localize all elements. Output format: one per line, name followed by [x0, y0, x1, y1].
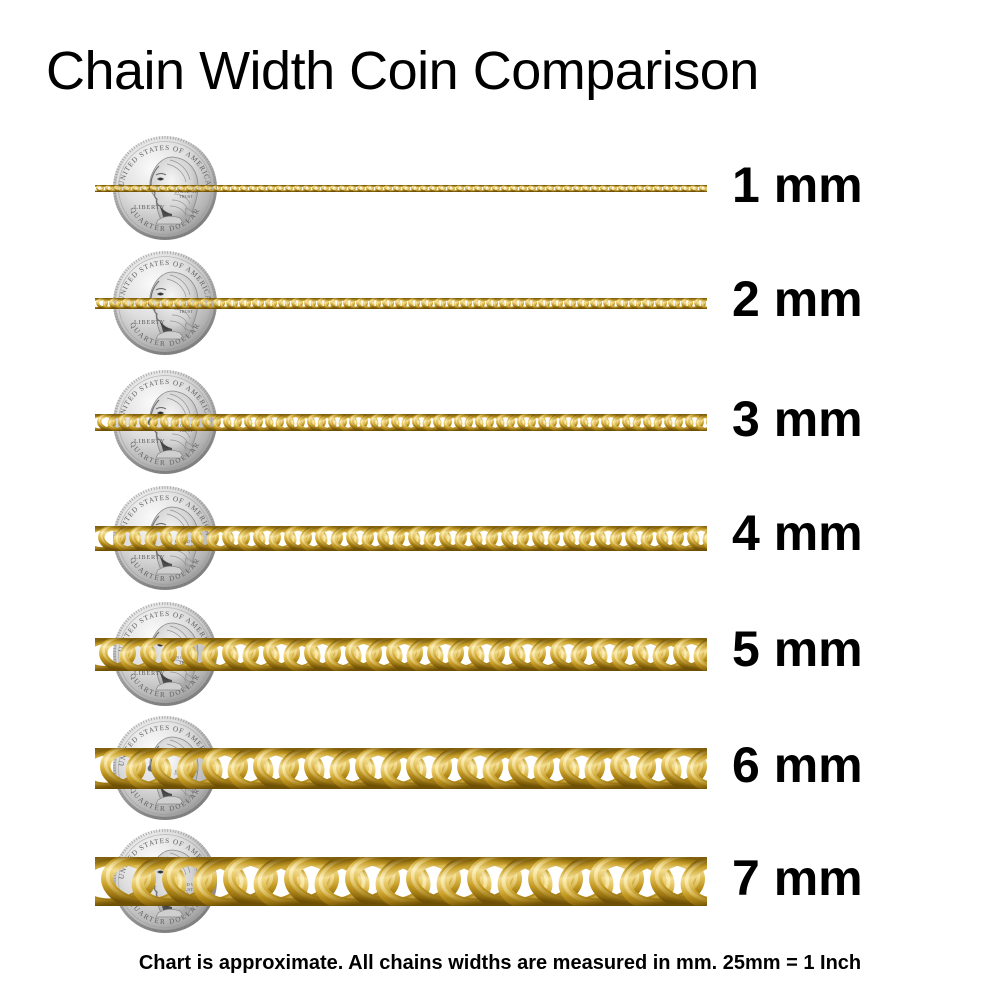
chain-row: UNITED STATES OF AMERICA QUARTER DOLLAR … — [0, 131, 1000, 249]
chain-row: UNITED STATES OF AMERICA QUARTER DOLLAR … — [0, 824, 1000, 942]
chain-width-label-5mm: 5 mm — [732, 621, 863, 677]
chart-footnote: Chart is approximate. All chains widths … — [138, 952, 862, 974]
svg-text:LIBERTY: LIBERTY — [134, 670, 166, 677]
chain-width-label-2mm: 2 mm — [732, 271, 863, 327]
chain-width-label-7mm: 7 mm — [732, 850, 863, 906]
svg-text:*: * — [192, 446, 195, 451]
chain-swatch-6mm — [95, 747, 707, 789]
svg-text:LIBERTY: LIBERTY — [134, 438, 166, 445]
svg-text:TRUST: TRUST — [179, 887, 193, 892]
page-title: Chain Width Coin Comparison — [46, 41, 759, 101]
svg-text:LIBERTY: LIBERTY — [134, 319, 166, 326]
chain-swatch-3mm — [95, 413, 707, 431]
svg-text:IN GOD WE: IN GOD WE — [174, 189, 197, 194]
chain-row: UNITED STATES OF AMERICA QUARTER DOLLAR … — [0, 365, 1000, 483]
chain-swatch-1mm — [95, 184, 707, 192]
chain-width-label-4mm: 4 mm — [732, 505, 863, 561]
chain-swatch-2mm — [95, 297, 707, 309]
svg-text:*: * — [192, 792, 195, 797]
chain-swatch-7mm — [95, 856, 707, 906]
svg-text:TRUST: TRUST — [179, 309, 193, 314]
chain-swatch-5mm — [95, 637, 707, 671]
svg-text:*: * — [192, 678, 195, 683]
chain-row: UNITED STATES OF AMERICA QUARTER DOLLAR … — [0, 481, 1000, 599]
chain-swatch-4mm — [95, 525, 707, 551]
svg-text:*: * — [192, 905, 195, 910]
svg-text:*: * — [192, 562, 195, 567]
svg-text:LIBERTY: LIBERTY — [134, 554, 166, 561]
chain-row: UNITED STATES OF AMERICA QUARTER DOLLAR … — [0, 597, 1000, 715]
svg-text:TRUST: TRUST — [179, 428, 193, 433]
chain-row: UNITED STATES OF AMERICA QUARTER DOLLAR … — [0, 711, 1000, 829]
svg-text:LIBERTY: LIBERTY — [134, 204, 166, 211]
svg-text:TRUST: TRUST — [179, 194, 193, 199]
chain-row: UNITED STATES OF AMERICA QUARTER DOLLAR … — [0, 246, 1000, 364]
chain-width-label-6mm: 6 mm — [732, 737, 863, 793]
chain-width-label-3mm: 3 mm — [732, 391, 863, 447]
svg-text:*: * — [192, 327, 195, 332]
chain-width-label-1mm: 1 mm — [732, 157, 863, 213]
svg-text:*: * — [192, 212, 195, 217]
